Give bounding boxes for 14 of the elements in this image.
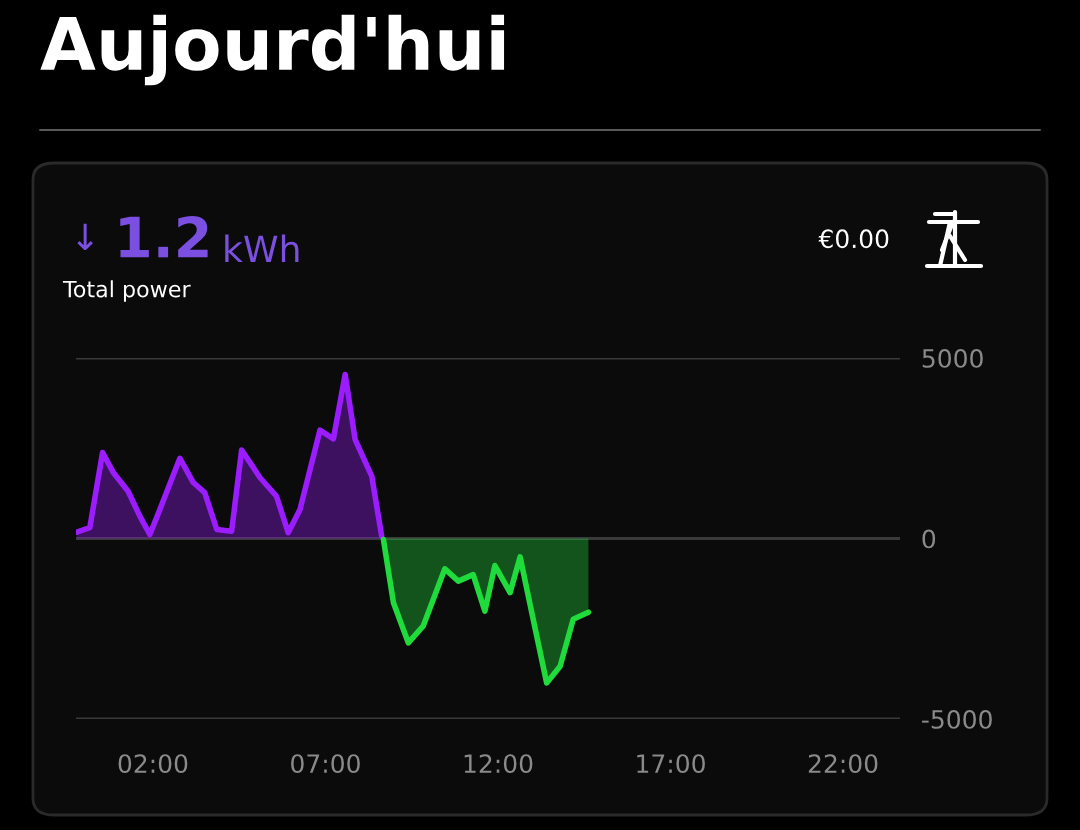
x-tick-label: 02:00 [118, 754, 188, 774]
y-tick-label: -5000 [922, 709, 992, 729]
text: Total power [62, 280, 191, 302]
y-tick-label: 0 [922, 529, 936, 549]
x-tick-label: 07:00 [291, 754, 360, 774]
text: ↓ [77, 223, 93, 251]
chart-title: Aujourd'hui [40, 14, 505, 86]
x-tick-label: 22:00 [808, 754, 878, 774]
y-tick-label: 5000 [922, 348, 983, 368]
x-tick-label: 17:00 [637, 754, 705, 774]
x-tick-label: 12:00 [464, 754, 533, 774]
text: kWh [225, 234, 299, 262]
text: 1.2 [120, 216, 208, 258]
text: €0.00 [818, 229, 889, 249]
